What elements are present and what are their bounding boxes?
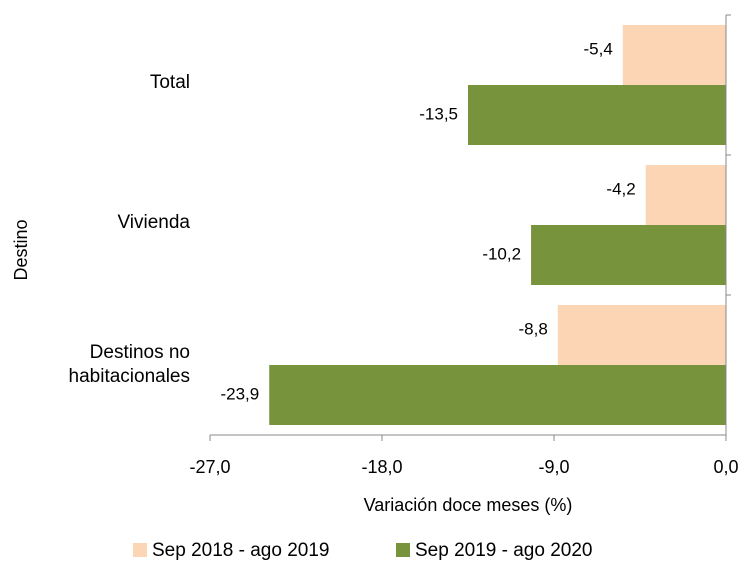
legend-label: Sep 2019 - ago 2020 bbox=[415, 540, 593, 561]
y-tick-label: Destinos no habitacionales bbox=[68, 342, 190, 387]
legend-swatch bbox=[396, 543, 410, 557]
data-label: -5,4 bbox=[584, 39, 613, 58]
data-label: -10,2 bbox=[482, 244, 521, 263]
bar bbox=[468, 85, 726, 145]
bar bbox=[531, 225, 726, 285]
y-tick-label: Vivienda bbox=[117, 212, 190, 233]
y-axis-title: Destino bbox=[11, 219, 31, 280]
data-label: -4,2 bbox=[606, 179, 635, 198]
bar bbox=[269, 365, 726, 425]
x-tick-label: -18,0 bbox=[361, 457, 402, 477]
data-label: -8,8 bbox=[519, 319, 548, 338]
y-tick-label: Total bbox=[149, 72, 190, 93]
bar bbox=[557, 305, 726, 365]
bar bbox=[645, 165, 726, 225]
x-tick-label: -27,0 bbox=[189, 457, 230, 477]
x-tick-label: -9,0 bbox=[538, 457, 569, 477]
x-axis-title: Variación doce meses (%) bbox=[364, 495, 573, 515]
legend-label: Sep 2018 - ago 2019 bbox=[152, 540, 330, 561]
x-tick-label: 0,0 bbox=[713, 457, 738, 477]
data-label: -13,5 bbox=[419, 104, 458, 123]
legend-swatch bbox=[133, 543, 147, 557]
data-label: -23,9 bbox=[220, 384, 259, 403]
bar bbox=[622, 25, 726, 85]
